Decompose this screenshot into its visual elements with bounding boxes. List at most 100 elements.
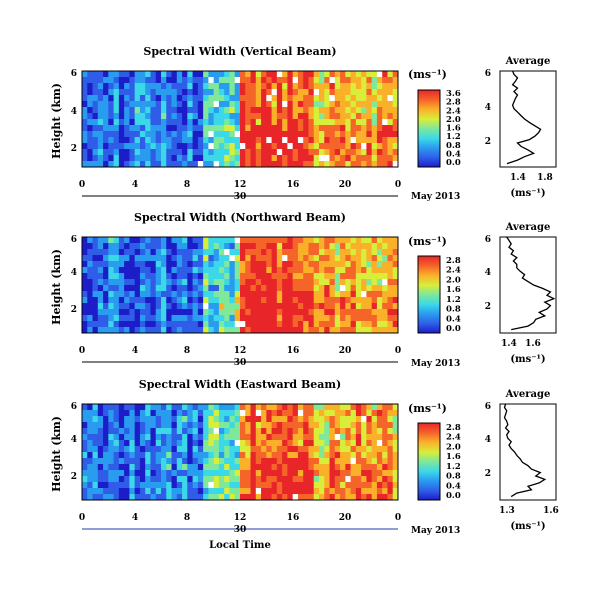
colorbar [417, 255, 441, 334]
colorbar-ticks: 0.00.40.81.21.62.02.42.83.6 [446, 89, 461, 168]
heatmap-cell [150, 125, 157, 132]
heatmap-cell [245, 273, 251, 280]
heatmap-cell [329, 309, 336, 316]
heatmap-cell [218, 113, 225, 120]
heatmap-cell [382, 95, 388, 102]
heatmap-cell [192, 452, 199, 459]
heatmap-cell [92, 89, 99, 96]
heatmap-cell [303, 279, 309, 286]
heatmap-cell [255, 131, 262, 138]
heatmap-cell [92, 279, 99, 286]
heatmap-cell [382, 77, 388, 84]
heatmap-cell [171, 482, 178, 489]
heatmap-cell [361, 446, 367, 453]
heatmap-cell [308, 291, 315, 298]
heatmap-cell [176, 303, 183, 310]
colorbar-tick-label: 2.4 [446, 266, 461, 276]
heatmap-cell [150, 77, 157, 84]
heatmap-cell [166, 77, 172, 84]
heatmap-cell [266, 303, 272, 310]
average-y-tick: 4 [485, 435, 491, 445]
heatmap-cell [271, 143, 278, 150]
heatmap-cell [182, 434, 188, 441]
heatmap-cell [145, 482, 151, 489]
heatmap-cell [292, 309, 299, 316]
heatmap-cell [87, 255, 93, 262]
heatmap-cell [382, 476, 388, 483]
heatmap-cell [192, 404, 199, 411]
x-tick-label: 12 [234, 346, 247, 356]
heatmap-cell [129, 464, 136, 471]
heatmap-cell [387, 101, 394, 108]
heatmap-cell [150, 315, 157, 322]
heatmap-cell [382, 255, 388, 262]
heatmap-cell [240, 476, 246, 483]
heatmap-cell [345, 279, 351, 286]
heatmap-cell [118, 476, 125, 483]
heatmap-cell [218, 273, 225, 280]
heatmap-cell [145, 446, 151, 453]
heatmap-cell [271, 488, 278, 495]
heatmap-cell [371, 434, 378, 441]
heatmap-cell [324, 273, 330, 280]
heatmap-cell [161, 446, 167, 453]
heatmap-cell [197, 71, 204, 78]
heatmap-cell [176, 297, 183, 304]
heatmap-cell [245, 143, 251, 150]
heatmap-cell [229, 125, 236, 132]
heatmap-cell [145, 95, 151, 102]
heatmap-cell [218, 155, 225, 162]
heatmap-cell [176, 482, 183, 489]
heatmap-cell [171, 291, 178, 298]
heatmap-cell [271, 77, 278, 84]
heatmap-cell [255, 143, 262, 150]
heatmap-cell [129, 243, 136, 250]
heatmap-cell [350, 309, 357, 316]
heatmap-cell [108, 476, 114, 483]
heatmap-cell [371, 161, 378, 168]
heatmap-cell [150, 309, 157, 316]
heatmap-cell [240, 249, 246, 256]
heatmap-cell [371, 71, 378, 78]
heatmap-cell [287, 291, 294, 298]
heatmap-cell [271, 446, 278, 453]
heatmap-cell [92, 107, 99, 114]
heatmap-cell [313, 440, 320, 447]
heatmap-cell [308, 83, 315, 90]
heatmap-cell [145, 261, 151, 268]
heatmap-cell [345, 476, 351, 483]
heatmap-cell [392, 101, 399, 108]
heatmap-cell [187, 155, 193, 162]
heatmap-cell [245, 71, 251, 78]
heatmap-cell [118, 237, 125, 244]
x-tick-label: 8 [184, 180, 190, 190]
heatmap-cell [345, 119, 351, 126]
heatmap-cell [287, 309, 294, 316]
heatmap-cell [87, 410, 93, 417]
heatmap-cell [224, 143, 230, 150]
heatmap-cell [118, 321, 125, 328]
heatmap-cell [129, 137, 136, 144]
heatmap-cell [350, 315, 357, 322]
heatmap-cell [203, 434, 209, 441]
heatmap-cell [203, 494, 209, 501]
heatmap-cell [255, 285, 262, 292]
heatmap-cell [203, 488, 209, 495]
heatmap-cell [234, 261, 241, 268]
heatmap-cell [134, 261, 141, 268]
heatmap-cell [329, 422, 336, 429]
heatmap-cell [208, 243, 215, 250]
heatmap-cell [139, 149, 146, 156]
heatmap-cell [308, 131, 315, 138]
heatmap-cell [313, 125, 320, 132]
heatmap-cell [319, 255, 325, 262]
heatmap-cell [192, 83, 199, 90]
heatmap-cell [87, 303, 93, 310]
heatmap-cell [376, 446, 383, 453]
heatmap-cell [297, 476, 304, 483]
heatmap-cell [113, 149, 120, 156]
heatmap-cell [176, 261, 183, 268]
heatmap-cell [192, 161, 199, 168]
heatmap-cell [150, 113, 157, 120]
heatmap-cell [287, 261, 294, 268]
